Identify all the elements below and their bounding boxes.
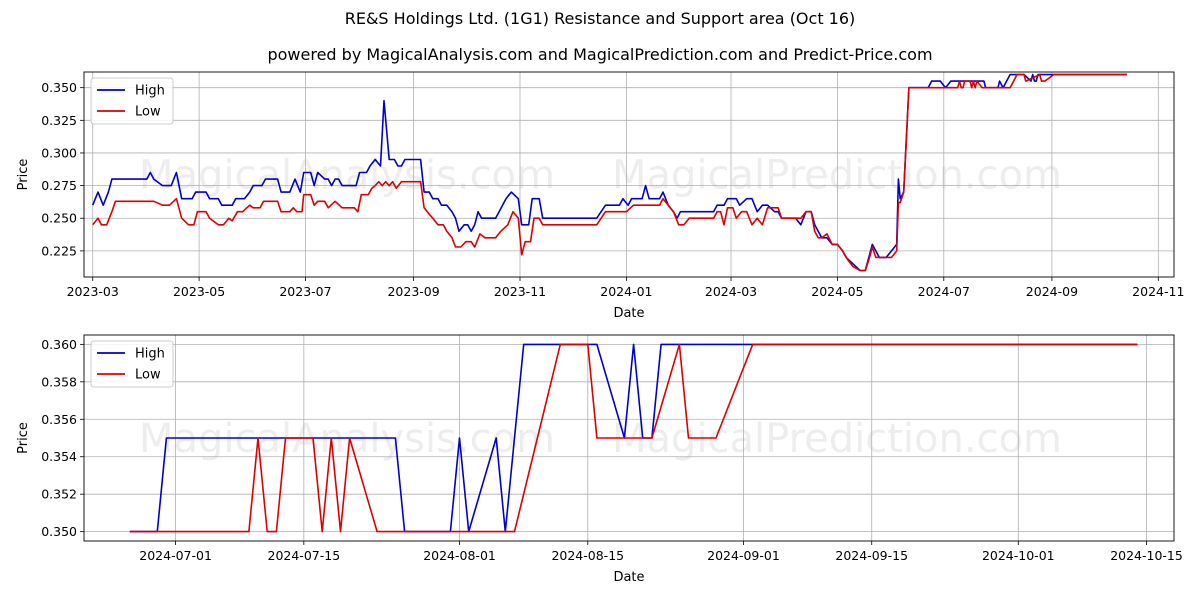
x-tick-label: 2024-01 bbox=[600, 284, 652, 299]
legend-label-high: High bbox=[135, 84, 165, 99]
y-tick-label: 0.356 bbox=[41, 412, 77, 427]
x-tick-label: 2023-05 bbox=[173, 284, 225, 299]
x-tick-label: 2024-07 bbox=[918, 284, 970, 299]
x-tick-label: 2024-11 bbox=[1132, 284, 1184, 299]
y-tick-label: 0.354 bbox=[41, 449, 77, 464]
legend: High Low bbox=[90, 77, 174, 125]
x-axis-label: Date bbox=[613, 570, 644, 585]
plot-frame bbox=[83, 71, 1175, 278]
series-line-high bbox=[91, 73, 1127, 272]
y-tick-label: 0.325 bbox=[41, 113, 77, 128]
x-tick-label: 2024-05 bbox=[811, 284, 863, 299]
x-axis-label: Date bbox=[613, 306, 644, 321]
x-tick-label: 2024-07-01 bbox=[139, 548, 212, 563]
series-line-low bbox=[129, 343, 1138, 533]
chart-title: RE&S Holdings Ltd. (1G1) Resistance and … bbox=[344, 9, 856, 28]
x-tick-label: 2024-08-01 bbox=[423, 548, 496, 563]
x-tick-label: 2024-10-15 bbox=[1110, 548, 1183, 563]
y-tick-label: 0.358 bbox=[41, 374, 77, 389]
legend-label-high: High bbox=[135, 347, 165, 362]
y-tick-label: 0.350 bbox=[41, 80, 77, 95]
legend-label-low: Low bbox=[135, 368, 161, 383]
y-tick-label: 0.275 bbox=[41, 178, 77, 193]
y-tick-label: 0.360 bbox=[41, 337, 77, 352]
legend: High Low bbox=[90, 340, 174, 388]
x-tick-label: 2024-03 bbox=[705, 284, 757, 299]
y-axis-label: Price bbox=[16, 159, 31, 191]
x-tick-label: 2024-09-01 bbox=[707, 548, 780, 563]
chart-panel-2: MagicalAnalysis.com MagicalPrediction.com… bbox=[16, 334, 1183, 585]
x-tick-label: 2023-07 bbox=[279, 284, 331, 299]
chart-subtitle: powered by MagicalAnalysis.com and Magic… bbox=[267, 45, 933, 64]
y-tick-label: 0.250 bbox=[41, 211, 77, 226]
x-tick-label: 2024-07-15 bbox=[268, 548, 341, 563]
x-tick-label: 2024-08-15 bbox=[551, 548, 624, 563]
y-tick-label: 0.300 bbox=[41, 145, 77, 160]
legend-label-low: Low bbox=[135, 105, 161, 120]
plot-frame bbox=[83, 334, 1175, 542]
x-tick-label: 2024-09-15 bbox=[835, 548, 908, 563]
y-tick-label: 0.225 bbox=[41, 243, 77, 258]
y-tick-label: 0.352 bbox=[41, 487, 77, 502]
x-tick-label: 2024-10-01 bbox=[982, 548, 1055, 563]
y-tick-label: 0.350 bbox=[41, 524, 77, 539]
y-axis-label: Price bbox=[16, 422, 31, 454]
watermark-text: MagicalAnalysis.com bbox=[139, 153, 555, 199]
x-tick-label: 2023-03 bbox=[67, 284, 119, 299]
chart-panel-1: MagicalAnalysis.com MagicalPrediction.com… bbox=[16, 71, 1184, 321]
watermark-text: MagicalPrediction.com bbox=[612, 416, 1062, 462]
watermark-text: MagicalPrediction.com bbox=[612, 153, 1062, 199]
series-line-low bbox=[92, 73, 1127, 272]
x-tick-label: 2023-11 bbox=[494, 284, 546, 299]
watermark-text: MagicalAnalysis.com bbox=[139, 416, 555, 462]
x-tick-label: 2024-09 bbox=[1026, 284, 1078, 299]
x-tick-label: 2023-09 bbox=[387, 284, 439, 299]
